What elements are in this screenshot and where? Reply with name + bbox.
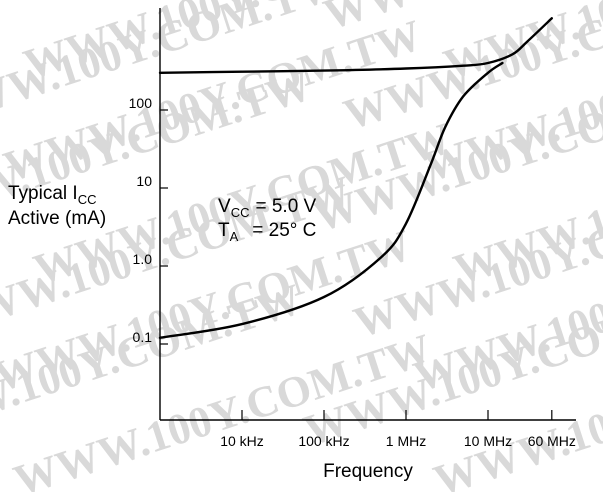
x-tick-label: 100 kHz <box>298 433 349 449</box>
x-tick-label: 10 kHz <box>220 433 264 449</box>
y-axis-label-line1: Typical ICC <box>8 183 96 207</box>
y-tick-label: 10 <box>136 173 152 189</box>
ta-annotation: TA = 25° C <box>218 220 316 244</box>
vcc-annotation: VCC = 5.0 V <box>218 196 317 220</box>
series-lines <box>158 17 553 339</box>
series-line-1 <box>158 17 553 74</box>
y-tick-label: 1.0 <box>133 251 153 267</box>
x-ticks: 10 kHz 100 kHz 1 MHz 10 MHz 60 MHz <box>220 410 576 449</box>
x-axis-label: Frequency <box>323 461 413 482</box>
series-line-2 <box>158 61 504 339</box>
x-tick-label: 10 MHz <box>464 433 512 449</box>
y-axis-label-line2: Active (mA) <box>8 208 106 229</box>
y-tick-label: 100 <box>129 95 153 111</box>
chart-axes <box>159 8 576 421</box>
x-tick-label: 1 MHz <box>386 433 426 449</box>
y-tick-label: 0.1 <box>133 329 153 345</box>
x-tick-label: 60 MHz <box>528 433 576 449</box>
y-ticks: 0.1 1.0 10 100 <box>129 95 168 345</box>
